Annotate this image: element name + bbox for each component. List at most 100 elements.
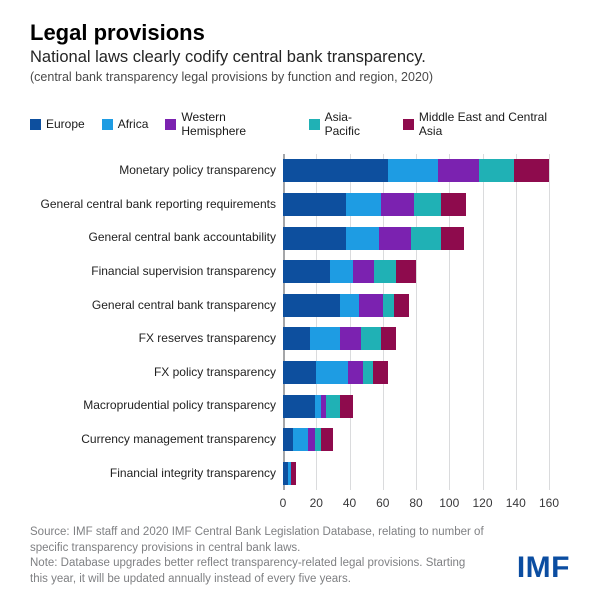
bar-segment (346, 192, 382, 216)
legend-swatch (165, 118, 177, 130)
bar-segment (283, 260, 330, 284)
gridline (482, 154, 484, 491)
bar-segment (414, 192, 441, 216)
bar-segment (387, 159, 438, 183)
category-label: General central bank transparency (91, 297, 276, 312)
legend-label: Western Hemisphere (181, 110, 247, 139)
gridline (515, 154, 517, 491)
bar-segment (326, 394, 340, 418)
x-tick-label: 0 (279, 496, 287, 511)
x-tick-label: 100 (439, 496, 460, 511)
bar-row: Monetary policy transparency (30, 154, 570, 188)
axis-zero-line (283, 154, 285, 491)
bar-segment (382, 293, 395, 317)
bar-segment (287, 461, 292, 485)
bar-segment (396, 260, 416, 284)
legend-item: Western Hemisphere (165, 110, 291, 138)
bar-segment (283, 192, 347, 216)
legend-label: Middle East and Central Asia (418, 110, 547, 139)
x-tick-label: 40 (342, 496, 357, 511)
bar-segment (362, 360, 373, 384)
bar-segment (346, 226, 380, 250)
gridline (316, 154, 318, 491)
bar-track (283, 327, 549, 351)
legend-label: Asia-Pacific (324, 110, 360, 139)
x-tick-label: 60 (376, 496, 390, 511)
bar-segment (283, 293, 340, 317)
imf-logo: IMF (516, 551, 570, 584)
figure-title: Legal provisions (30, 20, 205, 45)
category-label: Currency management transparency (81, 432, 276, 447)
bar-segment (329, 260, 353, 284)
bar-segment (283, 360, 317, 384)
bar-segment (321, 394, 327, 418)
bar-segment (381, 327, 397, 351)
bar-segment (479, 159, 515, 183)
bar-track (283, 428, 549, 452)
legend-swatch (308, 118, 320, 130)
legend-item: Asia-Pacific (308, 110, 386, 139)
bar-segment (359, 293, 383, 317)
bar-segment (321, 428, 333, 452)
bar-track (283, 260, 549, 284)
bar-segment (292, 428, 308, 452)
bar-segment (316, 360, 348, 384)
category-label: Financial supervision transparency (91, 264, 276, 279)
note-text: Note: Database upgrades better reflect t… (30, 557, 466, 585)
bar-segment (309, 327, 340, 351)
legend-swatch (101, 118, 113, 130)
bar-row: FX policy transparency (30, 356, 570, 390)
legend-label: Europe (46, 117, 85, 132)
bar-segment (440, 192, 466, 216)
bar-segment (440, 226, 465, 250)
category-label: Macroprudential policy transparency (83, 398, 276, 413)
bar-segment (374, 260, 397, 284)
bar-segment (283, 394, 315, 418)
legend-swatch (30, 118, 41, 130)
gridline (549, 154, 550, 491)
bar-segment (307, 428, 315, 452)
legend-item: Middle East and Central Asia (402, 110, 570, 139)
bar-segment (381, 192, 415, 216)
bar-row: Macroprudential policy transparency (30, 389, 570, 423)
category-label: General central bank accountability (88, 230, 276, 245)
bar-track (283, 159, 549, 183)
bar-segment (339, 327, 362, 351)
x-tick-label: 120 (472, 496, 493, 511)
footer: Source: IMF staff and 2020 IMF Central B… (30, 525, 485, 588)
bar-row: General central bank transparency (30, 288, 570, 322)
category-label: FX reserves transparency (138, 331, 276, 346)
bar-track (283, 360, 549, 384)
bar-track (283, 226, 549, 250)
bar-segment (339, 293, 360, 317)
x-axis: 0 20 40 60 80 100 120 140 160 (279, 496, 559, 512)
gridline (416, 154, 417, 491)
bar-row: FX reserves transparency (30, 322, 570, 356)
gridline (382, 154, 384, 491)
bar-segment (314, 394, 322, 418)
bar-segment (411, 226, 441, 250)
legend-item: Europe (30, 117, 85, 131)
bar-segment (283, 461, 288, 485)
bar-row: General central bank accountability (30, 221, 570, 255)
bar-track (283, 461, 549, 485)
bar-track (283, 293, 549, 317)
bar-row: Financial supervision transparency (30, 255, 570, 289)
legend: Europe Africa Western Hemisphere Asia-Pacif… (30, 110, 570, 138)
bar-track (283, 192, 549, 216)
figure-subtitle: National laws clearly codify central ban… (30, 48, 426, 67)
bar-segment (283, 159, 388, 183)
bar-segment (347, 360, 363, 384)
category-label: FX policy transparency (153, 364, 276, 379)
bar-segment (437, 159, 480, 183)
bar-segment (352, 260, 375, 284)
gridline (349, 154, 351, 491)
legend-label: Africa (117, 117, 149, 132)
source-text: Source: IMF staff and 2020 IMF Central B… (30, 526, 484, 554)
category-label: Monetary policy transparency (119, 163, 276, 178)
bar-segment (291, 461, 297, 485)
bar-segment (361, 327, 382, 351)
bar-segment (283, 327, 310, 351)
x-tick-label: 80 (409, 496, 423, 511)
